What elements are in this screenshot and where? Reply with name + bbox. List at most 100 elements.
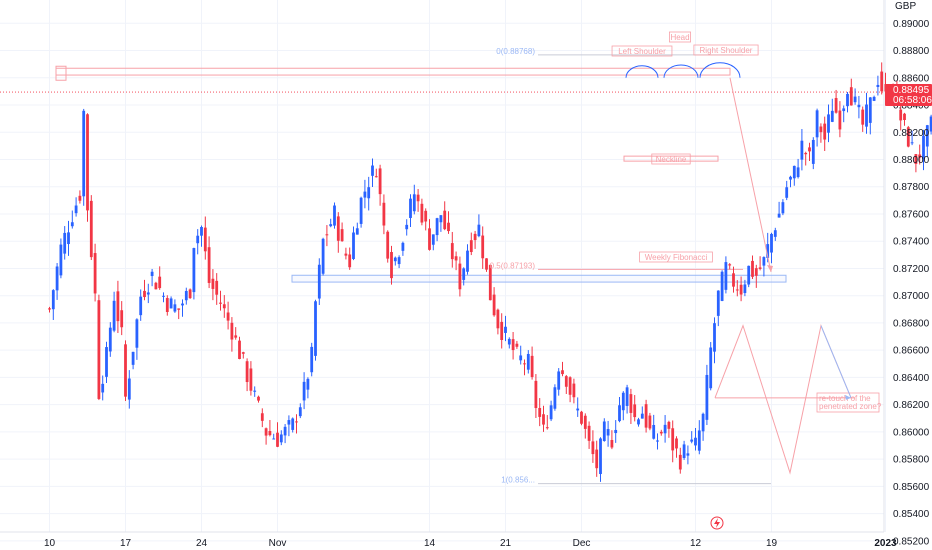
candle-body <box>606 429 610 436</box>
projection-arrow-line <box>729 77 772 273</box>
candle-body <box>625 387 629 406</box>
candle-body <box>439 215 443 223</box>
candle-body <box>424 210 428 222</box>
candle-body <box>564 376 568 387</box>
candle-body <box>420 203 424 223</box>
fib-0.5-label: 0.5(0.87193) <box>490 261 536 270</box>
candle-body <box>150 271 154 277</box>
candle-body <box>922 135 925 160</box>
candle-body <box>906 127 910 147</box>
y-tick-label: 0.86800 <box>893 318 930 329</box>
time-axis[interactable]: 101724Nov1421Dec1219202391623 <box>44 538 932 549</box>
x-tick-label: Dec <box>573 538 591 549</box>
y-tick-label: 0.89000 <box>893 19 930 30</box>
scenario-arrow-head <box>845 394 851 400</box>
right-shoulder-label-box <box>693 44 759 56</box>
candle-body <box>192 248 196 293</box>
level-lines <box>0 54 884 485</box>
candle-body <box>181 303 184 306</box>
candle-body <box>815 110 819 138</box>
y-tick-label: 0.86200 <box>893 400 930 411</box>
weekly-fib-label-box <box>639 251 713 263</box>
neckline-box <box>623 155 719 162</box>
y-tick-label: 0.87600 <box>893 209 930 220</box>
candle-body <box>329 224 333 227</box>
candle-body <box>849 87 853 106</box>
candle-body <box>925 125 929 147</box>
candle-body <box>834 98 838 113</box>
replay-icon[interactable] <box>710 516 724 530</box>
candle-body <box>591 441 595 455</box>
candle-body <box>355 228 359 235</box>
candle-body <box>910 142 914 144</box>
candle-body <box>785 187 789 198</box>
candle-body <box>526 353 530 370</box>
candle-body <box>241 352 245 354</box>
neckline-label-box <box>651 153 691 165</box>
candle-body <box>82 110 86 197</box>
candle-body <box>226 312 230 321</box>
right-shoulder-label: Right Shoulder <box>693 44 759 56</box>
candle-body <box>131 351 135 365</box>
candle-body <box>86 114 89 211</box>
candle-body <box>127 378 131 400</box>
candle-body <box>568 377 572 395</box>
candle-body <box>580 411 583 424</box>
head-label-text: Head <box>670 33 689 42</box>
candle-body <box>314 301 317 356</box>
candle-body <box>488 264 492 301</box>
candles <box>48 62 932 482</box>
candle-body <box>713 323 716 352</box>
candle-body <box>659 431 663 434</box>
candle-body <box>184 290 188 301</box>
candle-body <box>561 370 564 375</box>
candle-body <box>310 346 314 373</box>
candle-body <box>481 235 485 259</box>
candle-body <box>177 308 181 310</box>
y-tick-label: 0.88600 <box>893 73 930 84</box>
candle-body <box>59 244 63 276</box>
candle-body <box>374 176 378 178</box>
candle-body <box>500 321 504 340</box>
projection-arrow-head <box>767 265 773 272</box>
y-tick-label: 0.85400 <box>893 509 930 520</box>
neckline-label: Neckline <box>651 153 691 165</box>
candle-body <box>207 247 211 283</box>
price-axis[interactable]: 0.89000 0.88800 0.88600 0.88400 0.88200 0.880… <box>893 19 930 548</box>
y-tick-label: 0.88800 <box>893 46 930 57</box>
candle-body <box>640 413 644 419</box>
candle-body <box>549 405 553 420</box>
candle-body <box>291 418 295 430</box>
candle-body <box>139 296 143 316</box>
weekly-fib-label-text: Weekly Fibonacci <box>645 253 708 262</box>
candle-body <box>530 355 534 378</box>
candle-body <box>173 304 177 312</box>
price-tag-background <box>885 84 932 106</box>
candle-body <box>302 381 306 401</box>
candle-body <box>846 93 849 107</box>
candle-body <box>485 258 488 270</box>
candle-body <box>93 253 97 294</box>
candle-body <box>823 123 827 140</box>
candle-body <box>507 338 511 345</box>
candle-body <box>792 165 796 179</box>
candle-body <box>222 304 226 309</box>
retouch-label-1-text: re-touch of the <box>819 394 871 403</box>
right-shoulder-arc <box>699 62 741 78</box>
candle-body <box>196 235 200 244</box>
candle-body <box>188 289 192 299</box>
candle-body <box>621 392 625 411</box>
candle-body <box>295 421 298 423</box>
candle-body <box>469 240 473 253</box>
candle-body <box>325 234 329 236</box>
candle-body <box>804 152 808 155</box>
retouch-label-2-text: penetrated zone? <box>819 402 882 411</box>
candle-body <box>857 104 861 108</box>
candle-body <box>203 227 207 252</box>
candle-body <box>686 453 690 456</box>
y-tick-label: 0.87400 <box>893 237 930 248</box>
candle-body <box>116 291 120 322</box>
candle-body <box>401 242 405 251</box>
candle-body <box>766 244 770 259</box>
